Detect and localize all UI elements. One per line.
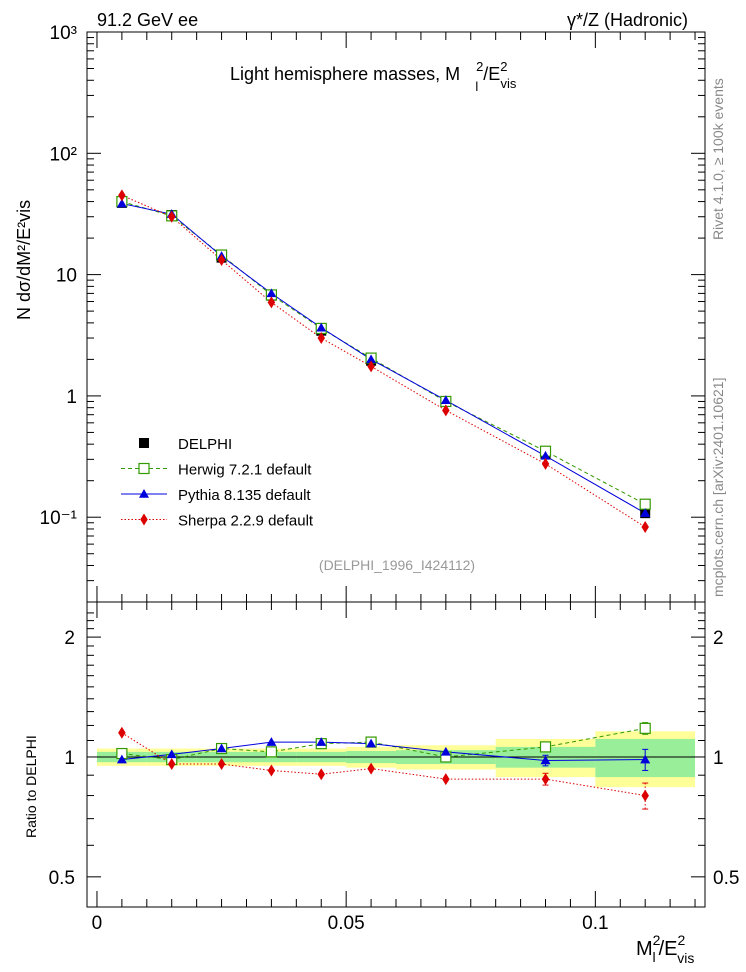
main-series bbox=[116, 189, 651, 534]
y-tick-label: 2 bbox=[64, 628, 75, 649]
data-point bbox=[440, 395, 451, 405]
ratio-bands bbox=[96, 731, 696, 788]
y-tick-label: 1 bbox=[66, 387, 77, 408]
legend-marker bbox=[140, 513, 148, 526]
x-axis-label: M2 l/E2 vis bbox=[636, 932, 694, 966]
ratio-series bbox=[116, 722, 651, 810]
ratio-point bbox=[267, 764, 276, 777]
watermark: (DELPHI_1996_I424112) bbox=[319, 557, 475, 573]
ratio-point bbox=[641, 789, 649, 802]
main-title: Light hemisphere masses, M 2 l/E2 vis bbox=[230, 59, 517, 94]
ratio-point bbox=[217, 758, 226, 771]
legend-marker bbox=[139, 489, 149, 498]
xlabel-sub: l bbox=[652, 949, 655, 965]
ratio-point bbox=[639, 722, 651, 734]
x-tick-label: 0 bbox=[92, 913, 103, 934]
ratio-panel: 0.5 0.51 12 20 0.05 0.1 Ratio to DELPHI M2 l/E… bbox=[23, 601, 739, 966]
legend-marker bbox=[139, 438, 149, 448]
ratio-point bbox=[116, 754, 127, 764]
xlabel-tail-sup: 2 bbox=[678, 932, 686, 948]
main-ticks: 10⁻¹ 1 10 10² 10³ bbox=[40, 23, 705, 603]
data-point bbox=[118, 189, 126, 202]
main-title-sup: 2 bbox=[476, 59, 483, 74]
data-point bbox=[366, 354, 377, 364]
data-point bbox=[167, 210, 176, 223]
y-tick-label: 10⁻¹ bbox=[40, 508, 78, 529]
ratio-point bbox=[167, 758, 176, 771]
data-point bbox=[541, 457, 550, 470]
ratio-ylabel: Ratio to DELPHI bbox=[23, 735, 39, 838]
legend-label: Pythia 8.135 default bbox=[178, 487, 311, 504]
data-point bbox=[640, 508, 651, 517]
ratio-point bbox=[442, 773, 450, 786]
y-tick-label-right: 1 bbox=[713, 748, 724, 769]
xlabel-sup: 2 bbox=[653, 932, 661, 948]
ratio-point bbox=[266, 737, 277, 746]
data-point bbox=[267, 296, 276, 309]
main-ylabel: N dσ/dM²/E²vis bbox=[14, 200, 34, 320]
ratio-point bbox=[118, 726, 126, 739]
legend: DELPHI Herwig 7.2.1 default Pythia 8.135 d… bbox=[121, 436, 314, 530]
main-title-tail: /E bbox=[483, 64, 500, 84]
ratio-point bbox=[366, 738, 377, 748]
main-title-sub: l bbox=[475, 79, 478, 94]
xlabel-tail: /E bbox=[659, 938, 678, 960]
ratio-point bbox=[540, 755, 551, 765]
ratio-ticks: 0.5 0.5 1 1 2 2 0 0.05 0.1 bbox=[49, 602, 739, 934]
ratio-line bbox=[121, 727, 646, 761]
data-point bbox=[442, 404, 450, 417]
series-line bbox=[121, 194, 646, 528]
legend-marker bbox=[138, 462, 150, 475]
y-tick-label: 1 bbox=[64, 748, 75, 769]
data-point bbox=[641, 521, 649, 534]
legend-label: DELPHI bbox=[178, 436, 232, 453]
data-point bbox=[317, 332, 325, 345]
main-title-text: Light hemisphere masses, M bbox=[230, 64, 460, 84]
x-tick-label: 0.1 bbox=[582, 913, 608, 934]
data-point bbox=[367, 360, 375, 373]
data-point bbox=[540, 450, 551, 460]
y-tick-label: 10 bbox=[56, 266, 77, 287]
mcplots-label: mcplots.cern.ch [arXiv:2401.10621] bbox=[710, 378, 726, 597]
ratio-point bbox=[640, 754, 651, 764]
data-point bbox=[266, 288, 277, 298]
data-point bbox=[217, 253, 226, 266]
legend-label: Sherpa 2.2.9 default bbox=[178, 513, 314, 530]
legend-label: Herwig 7.2.1 default bbox=[178, 462, 312, 479]
xlabel-tail-sub: vis bbox=[677, 950, 694, 966]
ratio-point bbox=[316, 737, 327, 746]
header-right: γ*/Z (Hadronic) bbox=[567, 10, 688, 30]
y-tick-label: 10² bbox=[50, 144, 77, 165]
ratio-point bbox=[317, 768, 325, 781]
ratio-point bbox=[539, 741, 552, 753]
data-point bbox=[639, 498, 651, 510]
data-point bbox=[316, 322, 327, 332]
main-title-tail-sup: 2 bbox=[500, 59, 507, 74]
x-tick-label: 0.05 bbox=[328, 913, 365, 934]
main-panel: 10⁻¹ 1 10 10² 10³ Light hemisphere masses, M… bbox=[14, 23, 706, 603]
y-tick-label-right: 2 bbox=[713, 628, 724, 649]
ratio-point bbox=[440, 746, 451, 756]
main-title-tail-sub: vis bbox=[500, 76, 516, 91]
ratio-point bbox=[166, 749, 177, 759]
data-point bbox=[116, 198, 127, 208]
y-tick-label: 10³ bbox=[50, 23, 77, 44]
y-tick-label: 0.5 bbox=[49, 868, 75, 889]
ratio-point bbox=[265, 746, 278, 758]
header-left: 91.2 GeV ee bbox=[97, 10, 198, 30]
series-line bbox=[121, 201, 646, 505]
xlabel-text: M bbox=[636, 938, 653, 960]
ratio-point bbox=[367, 762, 375, 775]
rivet-label: Rivet 4.1.0, ≥ 100k events bbox=[710, 78, 726, 240]
ratio-point bbox=[541, 773, 550, 786]
ratio-point bbox=[216, 743, 227, 753]
y-tick-label-right: 0.5 bbox=[713, 868, 739, 889]
